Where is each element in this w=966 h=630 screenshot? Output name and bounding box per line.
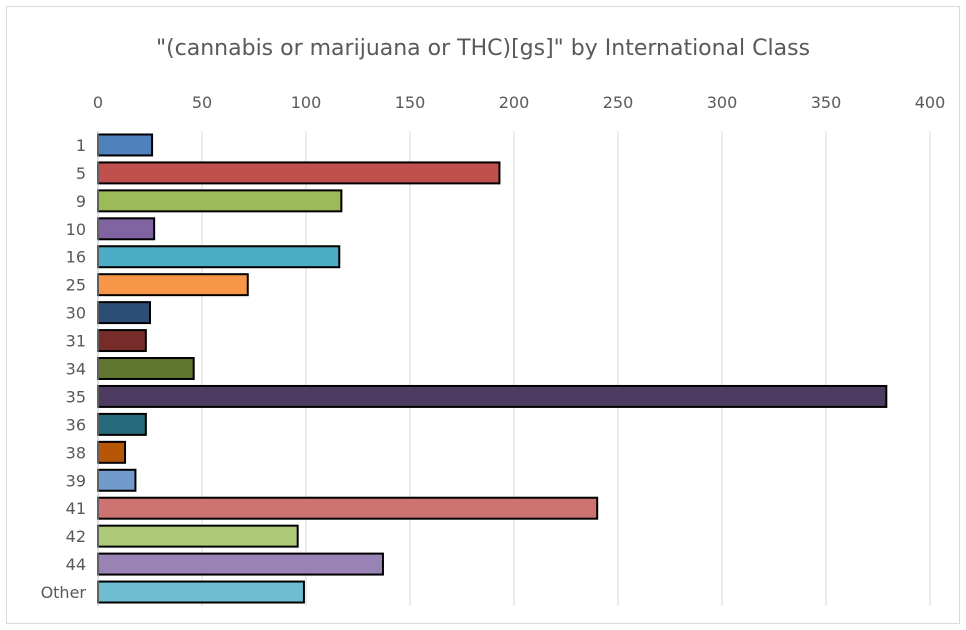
y-category-label: 1 xyxy=(76,136,86,155)
x-tick-label: 150 xyxy=(395,93,426,112)
bar-38 xyxy=(97,440,127,464)
y-category-label: 25 xyxy=(66,276,86,295)
bar-16 xyxy=(97,245,341,269)
x-tick-label: 300 xyxy=(707,93,738,112)
y-category-label: 9 xyxy=(76,192,86,211)
bar-39 xyxy=(97,468,137,492)
y-category-label: 42 xyxy=(66,527,86,546)
bar-35 xyxy=(97,384,888,408)
bars xyxy=(97,133,888,604)
bar-42 xyxy=(97,524,299,548)
y-category-label: 41 xyxy=(66,499,86,518)
bar-5 xyxy=(97,161,501,185)
bar-41 xyxy=(97,496,599,520)
x-tick-label: 100 xyxy=(291,93,322,112)
y-category-label: 30 xyxy=(66,304,86,323)
y-category-label: 36 xyxy=(66,415,86,434)
chart-area xyxy=(6,6,960,624)
bar-9 xyxy=(97,189,343,213)
y-axis-category-labels: 1 5 9 10 16 25 30 31 34 35 36 38 39 41 42 44 Other xyxy=(41,136,87,602)
y-category-label: 31 xyxy=(66,332,86,351)
y-category-label: 10 xyxy=(66,220,86,239)
x-tick-label: 50 xyxy=(192,93,212,112)
x-tick-label: 200 xyxy=(499,93,530,112)
bar-1 xyxy=(97,133,154,157)
x-axis-tick-labels: 0 50 100 150 200 250 300 350 400 xyxy=(93,93,945,112)
y-category-label: 16 xyxy=(66,248,86,267)
bar-10 xyxy=(97,217,156,241)
bar-other xyxy=(97,580,305,604)
chart-title: "(cannabis or marijuana or THC)[gs]" by … xyxy=(155,36,811,61)
y-category-label: 5 xyxy=(76,164,86,183)
y-category-label: 39 xyxy=(66,471,86,490)
x-tick-label: 400 xyxy=(915,93,946,112)
y-category-label: 34 xyxy=(66,360,86,379)
y-category-label: 38 xyxy=(66,443,86,462)
bar-31 xyxy=(97,329,147,353)
x-tick-label: 250 xyxy=(603,93,634,112)
y-category-label: 44 xyxy=(66,555,86,574)
bar-36 xyxy=(97,412,147,436)
bar-34 xyxy=(97,357,195,380)
x-tick-label: 0 xyxy=(93,93,103,112)
y-category-label: 35 xyxy=(66,387,86,406)
bar-25 xyxy=(97,273,249,297)
x-tick-label: 350 xyxy=(811,93,842,112)
y-category-label: Other xyxy=(41,583,87,602)
bar-44 xyxy=(97,552,384,576)
bar-30 xyxy=(97,301,151,325)
